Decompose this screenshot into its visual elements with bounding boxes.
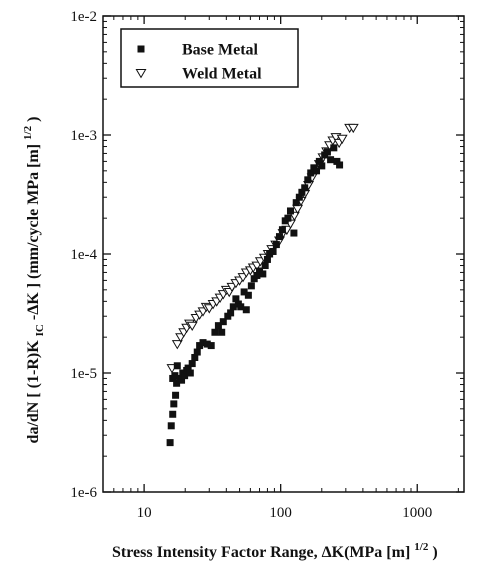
y-tick-label: 1e-2	[70, 9, 97, 25]
base-metal-point	[298, 188, 306, 196]
y-tick-label: 1e-5	[70, 366, 97, 382]
base-metal-point	[333, 157, 341, 165]
base-metal-point	[275, 233, 283, 241]
base-metal-point	[278, 226, 286, 234]
base-metal-point	[167, 422, 175, 430]
weld-metal-point	[336, 134, 348, 145]
base-metal-point	[232, 295, 240, 303]
y-axis: 1e-6 1e-5 1e-4 1e-3 1e-2	[70, 9, 464, 501]
legend-box	[120, 28, 299, 88]
base-metal-point	[218, 328, 226, 336]
base-metal-point	[272, 241, 280, 249]
y-axis-title: da/dN [ (1-R)K IC -ΔK ] (mm/cycle MPa [m…	[18, 117, 47, 444]
x-axis-title-close: )	[432, 544, 437, 561]
base-metal-point	[169, 410, 177, 418]
base-metal-point	[327, 156, 335, 164]
base-metal-point	[336, 161, 344, 169]
base-metal-point	[178, 376, 186, 384]
weld-metal-point	[186, 321, 198, 332]
y-axis-title-subscript: IC	[34, 324, 46, 336]
y-tick-label: 1e-6	[70, 485, 97, 501]
base-metal-point	[301, 184, 309, 192]
x-axis-title-exponent: 1/2	[414, 541, 429, 553]
legend-marker	[135, 69, 147, 79]
y-axis-title-part-1: da/dN [ (1-R)K	[25, 340, 42, 444]
base-metal-point	[207, 342, 215, 350]
base-metal-point	[318, 162, 326, 170]
x-tick-label: 10	[137, 505, 152, 521]
base-metal-point	[292, 199, 300, 207]
weld-metal-point	[347, 123, 359, 134]
base-metal-point	[240, 288, 248, 296]
base-metal-point	[211, 328, 219, 336]
base-metal-point	[304, 176, 312, 184]
base-metal-point	[181, 372, 189, 380]
base-metal-point	[171, 372, 179, 380]
base-metal-point	[229, 303, 237, 311]
base-metal-point	[263, 255, 271, 263]
base-metal-point	[219, 318, 227, 326]
y-tick-label: 1e-4	[70, 247, 97, 263]
legend-marker	[137, 45, 145, 53]
base-metal-point	[307, 169, 315, 177]
legend-label: Base Metal	[182, 42, 259, 59]
y-tick-label: 1e-3	[70, 128, 97, 144]
base-metal-point	[199, 339, 207, 347]
base-metal-point	[313, 167, 321, 175]
base-metal-point	[286, 207, 294, 215]
base-metal-point	[173, 362, 181, 370]
base-metal-point	[295, 193, 303, 201]
base-metal-point	[191, 353, 199, 361]
legend: Base Metal Weld Metal	[120, 28, 299, 88]
x-tick-label: 100	[269, 505, 292, 521]
base-metal-point	[170, 400, 178, 408]
base-metal-point	[284, 214, 292, 222]
base-metal-point	[244, 291, 252, 299]
base-metal-point	[227, 309, 235, 317]
base-metal-point	[261, 262, 269, 270]
base-metal-point	[203, 340, 211, 348]
x-axis-title: Stress Intensity Factor Range, ΔK(MPa [m…	[112, 537, 438, 561]
base-metal-point	[315, 157, 323, 165]
base-metal-point	[173, 379, 181, 387]
x-axis-title-text: Stress Intensity Factor Range, ΔK(MPa [m…	[112, 544, 410, 561]
base-metal-point	[166, 439, 174, 447]
base-metal-point	[193, 348, 201, 356]
y-axis-title-close: )	[25, 117, 42, 122]
base-metal-point	[330, 144, 338, 152]
base-metal-point	[253, 271, 261, 279]
x-axis: 10 100 1000	[113, 16, 459, 521]
base-metal-point	[242, 306, 250, 314]
legend-label: Weld Metal	[182, 66, 262, 83]
base-metal-point	[237, 303, 245, 311]
base-metal-point	[247, 282, 255, 290]
base-metal-point	[269, 247, 277, 255]
y-axis-title-part-2: -ΔK ] (mm/cycle MPa [m]	[25, 144, 42, 320]
base-metal-point	[323, 148, 331, 156]
base-metal-point	[290, 229, 298, 237]
data-marks	[166, 123, 359, 447]
base-metal-point	[214, 322, 222, 330]
base-metal-point	[186, 369, 194, 377]
base-metal-point	[184, 364, 192, 372]
y-axis-title-exponent: 1/2	[22, 125, 34, 140]
weld-metal-point	[171, 340, 183, 350]
base-metal-point	[259, 270, 267, 278]
base-metal-point	[172, 391, 180, 399]
x-tick-label: 1000	[402, 505, 432, 521]
base-metal-point	[188, 360, 196, 368]
